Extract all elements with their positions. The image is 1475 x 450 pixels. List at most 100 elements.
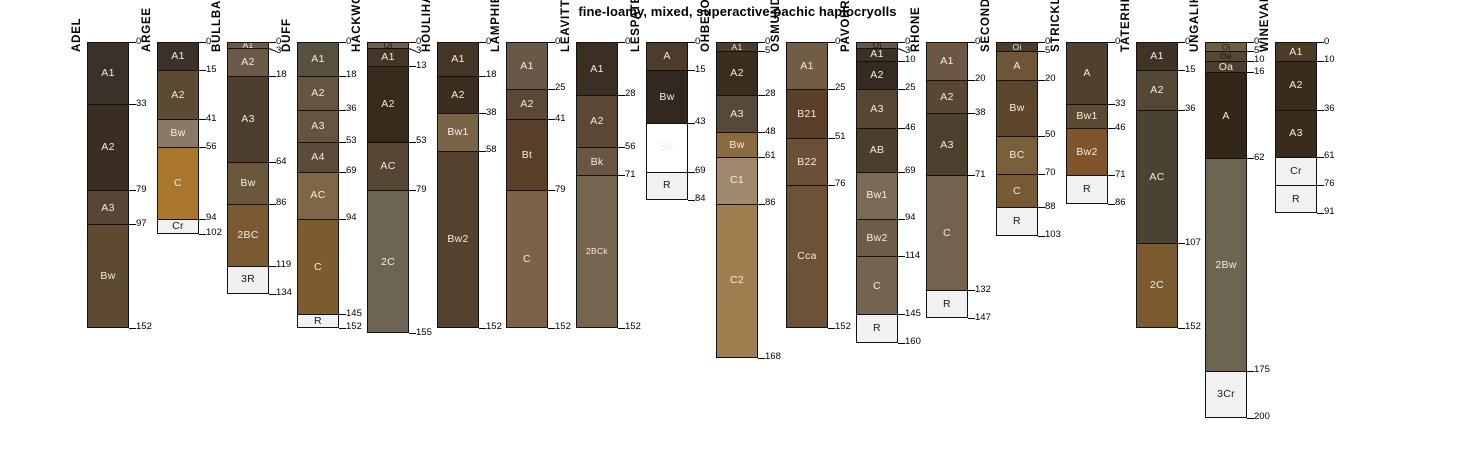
depth-tick-mark xyxy=(758,156,765,158)
horizon-block[interactable]: R xyxy=(926,290,968,319)
horizon-block[interactable]: 2BC xyxy=(227,203,269,266)
horizon-block[interactable]: R xyxy=(856,314,898,343)
horizon-block[interactable]: A2 xyxy=(87,104,129,191)
depth-tick-label: 134 xyxy=(276,287,292,299)
horizon-block[interactable]: AC xyxy=(1136,109,1178,244)
horizon-block[interactable]: A xyxy=(1205,72,1247,159)
horizon-block[interactable]: A3 xyxy=(1275,109,1317,157)
horizon-block[interactable]: Oi xyxy=(1205,42,1247,52)
horizon-block[interactable]: A xyxy=(646,42,688,71)
horizon-block[interactable]: BC xyxy=(996,135,1038,174)
horizon-block[interactable]: A1 xyxy=(87,42,129,104)
horizon-block[interactable]: B21 xyxy=(786,88,828,138)
horizon-block[interactable]: Oi xyxy=(996,42,1038,52)
horizon-block[interactable]: 3Cr xyxy=(1205,370,1247,418)
horizon-block[interactable]: Oa xyxy=(1205,60,1247,73)
horizon-label: A2 xyxy=(520,98,534,111)
depth-tick-label: 0 xyxy=(835,35,841,47)
depth-tick-mark xyxy=(1317,42,1324,43)
horizon-block[interactable]: Bw xyxy=(646,70,688,123)
horizon-block[interactable]: Bw2 xyxy=(1066,128,1108,176)
horizon-block[interactable]: C xyxy=(506,190,548,328)
horizon-block[interactable]: C xyxy=(297,218,339,315)
horizon-block[interactable]: Bw xyxy=(157,119,199,148)
horizon-block[interactable]: R xyxy=(646,171,688,200)
horizon-block[interactable]: C xyxy=(157,147,199,219)
horizon-block[interactable]: A2 xyxy=(926,79,968,114)
horizon-block[interactable]: C2 xyxy=(716,203,758,358)
horizon-block[interactable]: A3 xyxy=(87,190,129,225)
horizon-block[interactable]: Bw xyxy=(716,132,758,157)
horizon-block[interactable]: C xyxy=(926,175,968,291)
horizon-block[interactable]: Bw xyxy=(227,162,269,204)
horizon-block[interactable]: Bt xyxy=(506,119,548,191)
horizon-block[interactable]: A2 xyxy=(227,47,269,76)
horizon-block[interactable]: Cr xyxy=(1275,156,1317,185)
horizon-block[interactable]: A1 xyxy=(786,42,828,89)
horizon-block[interactable]: Bw xyxy=(87,224,129,328)
horizon-block[interactable]: A1 xyxy=(716,42,758,52)
horizon-block[interactable]: C xyxy=(996,173,1038,208)
horizon-block[interactable]: B22 xyxy=(786,137,828,185)
horizon-block[interactable]: A2 xyxy=(506,88,548,120)
horizon-block[interactable]: 3R xyxy=(227,265,269,294)
horizon-block[interactable]: R xyxy=(1275,184,1317,213)
horizon-block[interactable]: A3 xyxy=(716,94,758,133)
horizon-block[interactable]: Oe xyxy=(1205,51,1247,61)
horizon-block[interactable]: 2C xyxy=(1136,243,1178,328)
horizon-block[interactable]: R xyxy=(996,207,1038,236)
horizon-block[interactable]: A3 xyxy=(856,88,898,129)
horizon-block[interactable]: A1 xyxy=(856,47,898,61)
horizon-block[interactable]: A3 xyxy=(297,109,339,142)
horizon-block[interactable]: AC xyxy=(367,141,409,191)
horizon-block[interactable]: A2 xyxy=(437,75,479,114)
horizon-block[interactable]: Cr xyxy=(157,218,199,234)
horizon-block[interactable]: Bw xyxy=(996,79,1038,136)
horizon-block[interactable]: Bw1 xyxy=(1066,104,1108,129)
horizon-block[interactable]: A2 xyxy=(856,60,898,89)
horizon-block[interactable]: A2 xyxy=(157,70,199,120)
horizon-block[interactable]: A1 xyxy=(926,42,968,80)
horizon-block[interactable]: Bk xyxy=(576,147,618,176)
horizon-block[interactable]: A xyxy=(996,51,1038,80)
depth-tick-mark xyxy=(828,137,835,139)
horizon-block[interactable]: A1 xyxy=(576,42,618,95)
horizon-block[interactable]: A1 xyxy=(1275,42,1317,61)
depth-tick-mark xyxy=(1038,173,1045,175)
horizon-block[interactable]: A4 xyxy=(297,141,339,172)
horizon-block[interactable]: C xyxy=(856,256,898,315)
horizon-block[interactable]: R xyxy=(1066,175,1108,204)
horizon-block[interactable]: A1 xyxy=(157,42,199,71)
horizon-block[interactable]: A1 xyxy=(297,42,339,76)
horizon-block[interactable]: A2 xyxy=(576,94,618,148)
horizon-block[interactable]: A2 xyxy=(1136,70,1178,110)
horizon-block[interactable]: A1 xyxy=(367,47,409,67)
horizon-block[interactable]: 2BCk xyxy=(576,175,618,328)
horizon-block[interactable]: A1 xyxy=(1136,42,1178,71)
horizon-block[interactable]: Cca xyxy=(786,184,828,328)
horizon-block[interactable]: Bw2 xyxy=(437,150,479,328)
horizon-block[interactable]: Bw1 xyxy=(437,113,479,151)
horizon-block[interactable]: 2C xyxy=(367,190,409,334)
horizon-block[interactable]: A3 xyxy=(926,113,968,176)
horizon-block[interactable]: A2 xyxy=(297,75,339,110)
horizon-block[interactable]: A2 xyxy=(716,51,758,95)
horizon-block[interactable]: A2 xyxy=(1275,60,1317,110)
horizon-block[interactable]: Oi xyxy=(367,42,409,48)
horizon-label: C2 xyxy=(729,274,745,287)
horizon-block[interactable]: A2 xyxy=(367,66,409,142)
horizon-block[interactable]: Bw2 xyxy=(856,218,898,257)
horizon-block[interactable]: Oi xyxy=(856,42,898,48)
horizon-block[interactable]: Bw1 xyxy=(856,171,898,219)
horizon-block[interactable]: A1 xyxy=(506,42,548,89)
horizon-block[interactable]: A1 xyxy=(437,42,479,76)
horizon-block[interactable]: A1 xyxy=(227,42,269,48)
horizon-block[interactable]: AB xyxy=(856,128,898,172)
horizon-block[interactable]: Bk xyxy=(646,122,688,172)
horizon-block[interactable]: 2Bw xyxy=(1205,158,1247,371)
horizon-block[interactable]: AC xyxy=(297,171,339,219)
horizon-block[interactable]: A xyxy=(1066,42,1108,104)
horizon-block[interactable]: R xyxy=(297,314,339,328)
horizon-block[interactable]: C1 xyxy=(716,156,758,204)
horizon-block[interactable]: A3 xyxy=(227,75,269,163)
